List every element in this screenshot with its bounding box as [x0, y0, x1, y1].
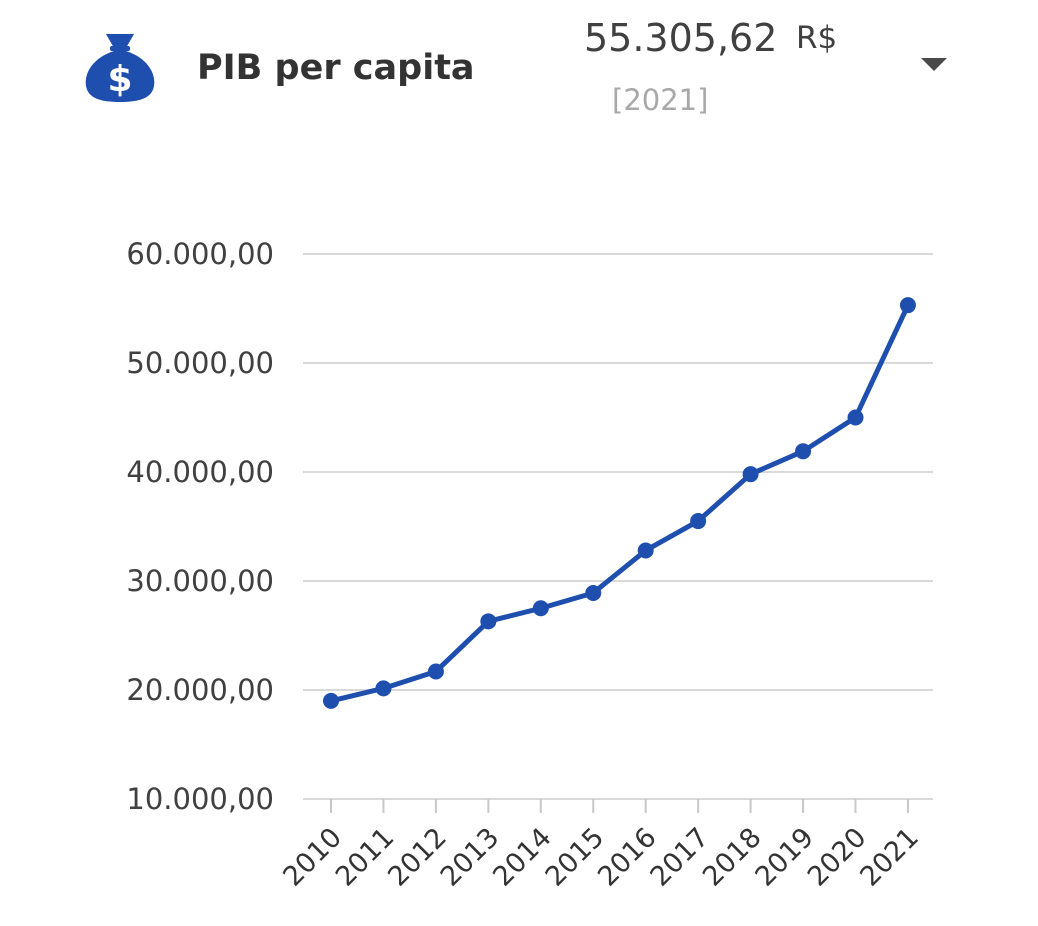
- data-point[interactable]: [427, 663, 444, 680]
- x-tick-label: 2014: [487, 822, 558, 893]
- x-tick-label: 2021: [854, 822, 925, 893]
- x-axis-ticks: [330, 799, 909, 813]
- data-point[interactable]: [323, 692, 339, 709]
- grid-lines: [303, 253, 933, 800]
- series-line-group: [328, 302, 911, 704]
- data-point[interactable]: [532, 600, 549, 617]
- x-tick-label: 2020: [802, 822, 873, 893]
- data-point[interactable]: [375, 680, 392, 697]
- reference-year: [2021]: [612, 83, 709, 117]
- data-point[interactable]: [585, 584, 602, 601]
- x-tick-label: 2012: [382, 822, 453, 893]
- money-bag-icon: $: [85, 34, 155, 102]
- y-tick-label: 10.000,00: [126, 782, 274, 816]
- y-axis-labels: 10.000,00 20.000,00 30.000,00 40.000,00 50.0…: [126, 237, 274, 816]
- x-tick-label: 2011: [330, 822, 401, 893]
- x-tick-label: 2015: [540, 822, 611, 893]
- data-point[interactable]: [899, 297, 916, 314]
- data-points: [323, 297, 916, 709]
- caret-down-icon[interactable]: [912, 50, 956, 80]
- data-point[interactable]: [847, 409, 864, 426]
- current-value: 55.305,62: [584, 16, 778, 60]
- x-tick-label: 2019: [749, 822, 820, 893]
- y-tick-label: 60.000,00: [126, 237, 274, 271]
- x-tick-label: 2017: [645, 822, 716, 893]
- y-tick-label: 20.000,00: [126, 673, 274, 707]
- currency-unit: R$: [796, 20, 838, 56]
- chart-header: $ PIB per capita 55.305,62 R$ [2021]: [0, 0, 1038, 160]
- series-line: [328, 302, 911, 704]
- x-tick-label: 2013: [435, 822, 506, 893]
- data-point[interactable]: [742, 466, 759, 483]
- y-tick-label: 50.000,00: [126, 346, 274, 380]
- x-tick-label: 2016: [592, 822, 663, 893]
- chart-title: PIB per capita: [197, 48, 475, 88]
- x-axis-labels: 2010201120122013201420152016201720182019…: [277, 822, 924, 893]
- svg-text:$: $: [107, 59, 132, 100]
- y-tick-label: 30.000,00: [126, 564, 274, 598]
- data-point[interactable]: [637, 542, 654, 559]
- x-tick-label: 2010: [277, 822, 348, 893]
- y-tick-label: 40.000,00: [126, 455, 274, 489]
- data-point[interactable]: [795, 443, 812, 460]
- data-point[interactable]: [480, 613, 497, 630]
- data-point[interactable]: [690, 513, 707, 530]
- x-tick-label: 2018: [697, 822, 768, 893]
